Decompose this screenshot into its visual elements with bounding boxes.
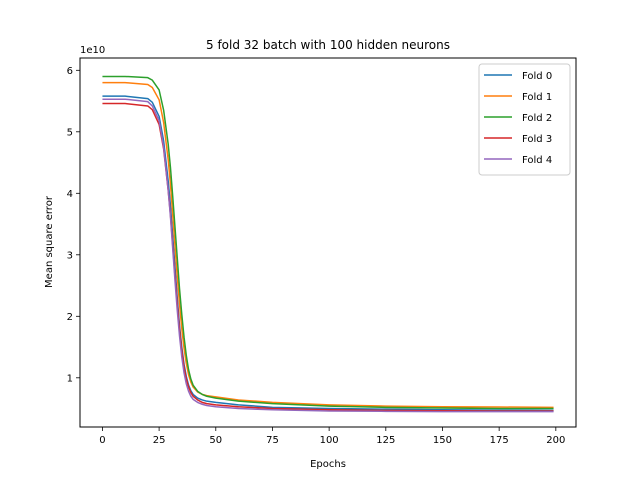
legend-label-1: Fold 1 — [522, 92, 552, 103]
y-tick-label: 4 — [67, 189, 73, 200]
x-tick-label: 125 — [376, 435, 395, 446]
y-tick-label: 2 — [67, 312, 73, 323]
x-axis-label: Epochs — [310, 459, 346, 470]
legend-label-4: Fold 4 — [522, 155, 552, 166]
x-tick-label: 75 — [266, 435, 279, 446]
legend-label-0: Fold 0 — [522, 71, 552, 82]
x-tick-label: 175 — [490, 435, 509, 446]
y-axis-label: Mean square error — [44, 195, 55, 288]
series-line-1 — [102, 81, 554, 409]
x-tick-label: 0 — [99, 435, 105, 446]
y-tick-label: 6 — [67, 66, 73, 77]
legend: Fold 0 Fold 1 Fold 2 Fold 3 Fold 4 — [478, 63, 571, 176]
x-tick-label: 100 — [320, 435, 339, 446]
y-axis-ticks: 1 2 3 4 5 6 — [67, 66, 80, 384]
series-line-4 — [102, 98, 554, 413]
y-tick-label: 1 — [67, 373, 73, 384]
x-axis-ticks: 0 25 50 75 100 125 150 175 200 — [99, 427, 565, 446]
x-tick-label: 50 — [209, 435, 222, 446]
y-tick-label: 3 — [67, 250, 73, 261]
series-line-2 — [102, 75, 554, 410]
legend-label-2: Fold 2 — [522, 113, 552, 124]
x-tick-label: 25 — [153, 435, 166, 446]
x-tick-label: 150 — [433, 435, 452, 446]
plot-lines — [102, 75, 554, 413]
chart-title: 5 fold 32 batch with 100 hidden neurons — [206, 38, 450, 52]
legend-label-3: Fold 3 — [522, 134, 552, 145]
axes-frame — [79, 57, 577, 428]
x-tick-label: 200 — [546, 435, 565, 446]
legend-box — [478, 63, 571, 176]
y-scale-multiplier: 1e10 — [80, 45, 105, 56]
y-tick-label: 5 — [67, 127, 73, 138]
